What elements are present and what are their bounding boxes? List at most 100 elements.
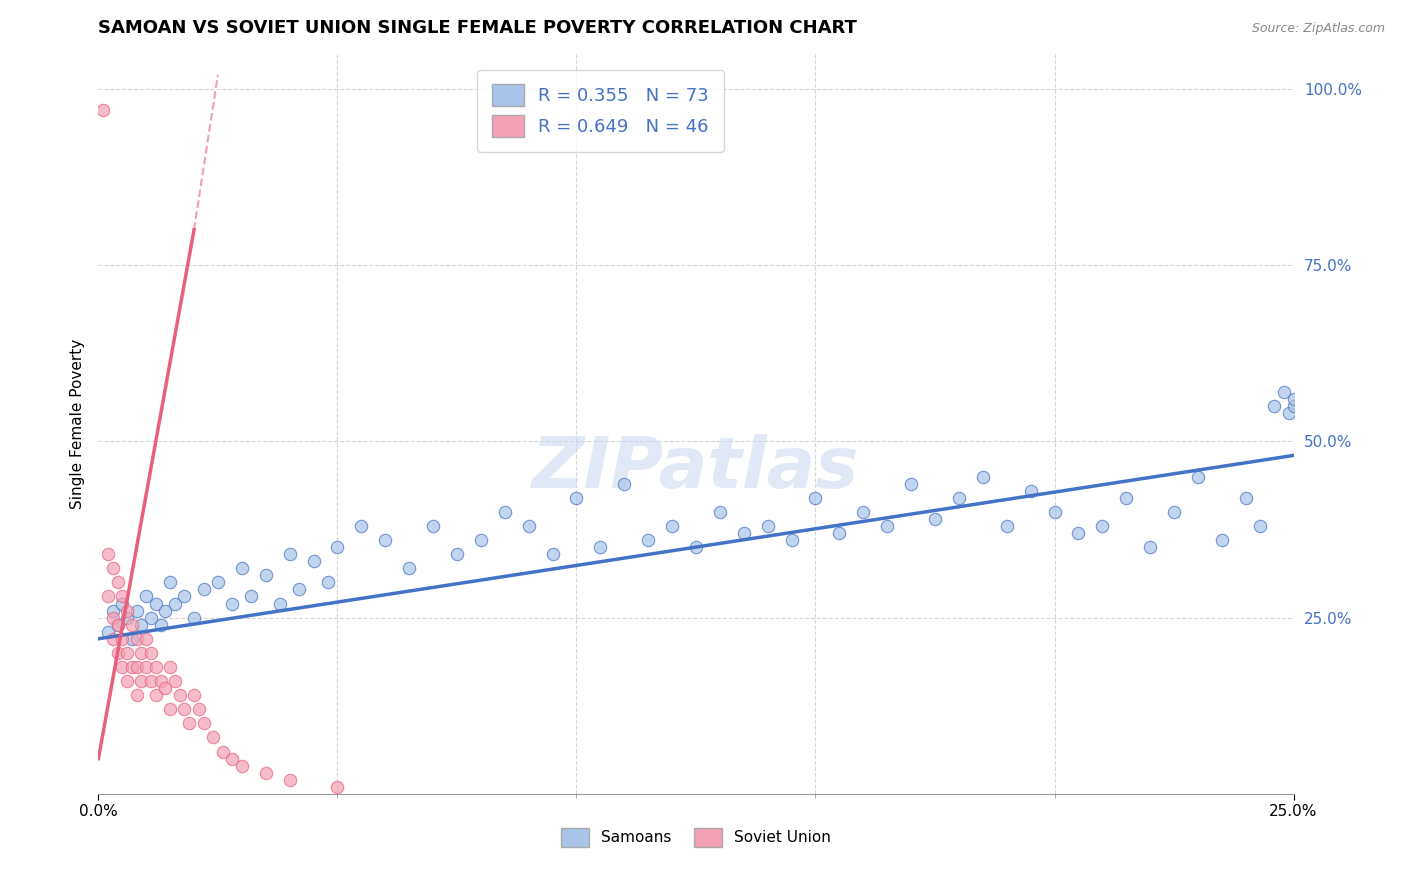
Point	[288, 582, 311, 597]
Point	[155, 681, 177, 695]
Point	[115, 646, 138, 660]
Point	[1139, 540, 1161, 554]
Point	[135, 660, 157, 674]
Point	[111, 632, 134, 646]
Point	[135, 590, 157, 604]
Point	[1091, 519, 1114, 533]
Point	[159, 575, 181, 590]
Point	[589, 540, 612, 554]
Point	[135, 632, 157, 646]
Point	[1282, 399, 1305, 413]
Text: SAMOAN VS SOVIET UNION SINGLE FEMALE POVERTY CORRELATION CHART: SAMOAN VS SOVIET UNION SINGLE FEMALE POV…	[98, 19, 858, 37]
Point	[972, 469, 994, 483]
Point	[149, 617, 172, 632]
Point	[1249, 519, 1271, 533]
Point	[924, 512, 946, 526]
Point	[139, 646, 162, 660]
Point	[613, 476, 636, 491]
Point	[163, 597, 186, 611]
Point	[97, 547, 120, 561]
Point	[207, 575, 229, 590]
Point	[107, 617, 129, 632]
Point	[107, 617, 129, 632]
Point	[948, 491, 970, 505]
Point	[1234, 491, 1257, 505]
Point	[107, 646, 129, 660]
Point	[1115, 491, 1137, 505]
Point	[145, 597, 167, 611]
Point	[446, 547, 468, 561]
Text: ZIPatlas: ZIPatlas	[533, 434, 859, 502]
Point	[111, 660, 134, 674]
Point	[804, 491, 827, 505]
Point	[91, 103, 114, 117]
Point	[995, 519, 1018, 533]
Point	[231, 758, 253, 772]
Point	[517, 519, 540, 533]
Point	[1163, 505, 1185, 519]
Point	[326, 780, 349, 794]
Point	[173, 702, 195, 716]
Point	[115, 674, 138, 689]
Point	[470, 533, 492, 547]
Point	[1278, 406, 1301, 420]
Point	[121, 660, 143, 674]
Point	[422, 519, 444, 533]
Point	[221, 751, 243, 765]
Point	[193, 716, 215, 731]
Point	[125, 603, 148, 617]
Point	[111, 597, 134, 611]
Point	[115, 610, 138, 624]
Point	[494, 505, 516, 519]
Point	[350, 519, 373, 533]
Point	[125, 660, 148, 674]
Point	[1067, 526, 1090, 541]
Point	[183, 688, 205, 702]
Point	[97, 624, 120, 639]
Point	[278, 547, 301, 561]
Point	[97, 590, 120, 604]
Point	[541, 547, 564, 561]
Point	[709, 505, 731, 519]
Point	[131, 674, 153, 689]
Point	[780, 533, 803, 547]
Point	[115, 603, 138, 617]
Point	[139, 674, 162, 689]
Point	[101, 603, 124, 617]
Text: Source: ZipAtlas.com: Source: ZipAtlas.com	[1251, 22, 1385, 36]
Point	[121, 632, 143, 646]
Point	[828, 526, 851, 541]
Point	[231, 561, 253, 575]
Point	[374, 533, 396, 547]
Point	[173, 590, 195, 604]
Point	[193, 582, 215, 597]
Point	[101, 632, 124, 646]
Point	[900, 476, 922, 491]
Point	[1019, 483, 1042, 498]
Point	[316, 575, 339, 590]
Point	[183, 610, 205, 624]
Y-axis label: Single Female Poverty: Single Female Poverty	[69, 339, 84, 508]
Point	[661, 519, 683, 533]
Point	[131, 617, 153, 632]
Point	[187, 702, 209, 716]
Point	[149, 674, 172, 689]
Point	[398, 561, 420, 575]
Point	[125, 632, 148, 646]
Point	[169, 688, 191, 702]
Point	[269, 597, 291, 611]
Point	[163, 674, 186, 689]
Point	[756, 519, 779, 533]
Legend: Samoans, Soviet Union: Samoans, Soviet Union	[555, 822, 837, 853]
Point	[145, 660, 167, 674]
Point	[278, 772, 301, 787]
Point	[685, 540, 707, 554]
Point	[101, 610, 124, 624]
Point	[111, 590, 134, 604]
Point	[159, 660, 181, 674]
Point	[1282, 392, 1305, 406]
Point	[852, 505, 875, 519]
Point	[876, 519, 898, 533]
Point	[202, 731, 225, 745]
Point	[240, 590, 263, 604]
